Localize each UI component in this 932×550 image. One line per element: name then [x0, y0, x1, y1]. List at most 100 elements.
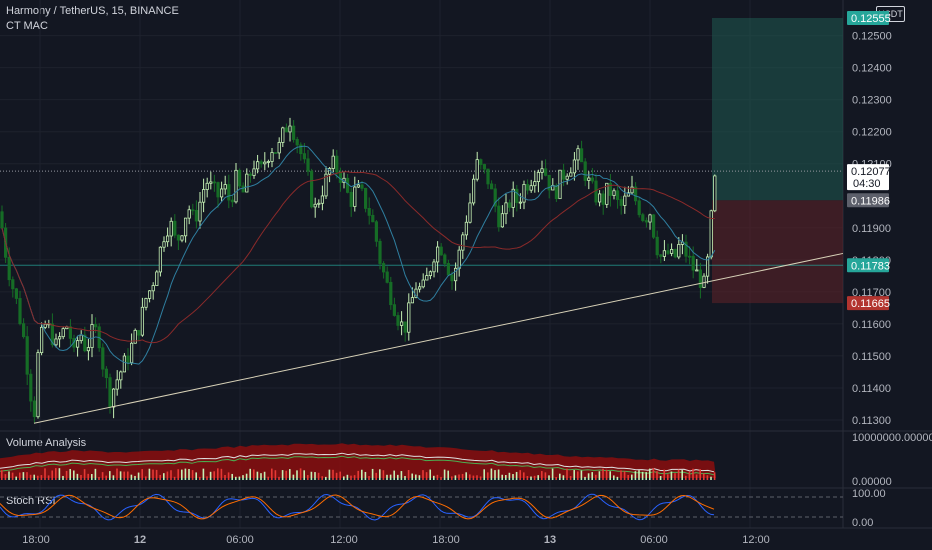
candle-body	[212, 181, 216, 184]
volume-bar	[26, 472, 28, 480]
indicator-label[interactable]: CT MAC	[6, 20, 48, 32]
volume-bar	[220, 468, 223, 480]
price-tag-bg	[847, 164, 889, 191]
volume-bar	[476, 475, 478, 480]
volume-bar	[497, 469, 500, 480]
volume-bar	[73, 470, 75, 480]
stoch-k-line	[0, 493, 715, 521]
volume-bar	[213, 471, 215, 480]
volume-bar	[29, 474, 32, 480]
candle-body	[630, 186, 634, 194]
volume-bar	[620, 470, 622, 480]
volume-bar	[681, 470, 683, 480]
volume-bar	[353, 475, 356, 480]
candle-body	[234, 169, 238, 203]
stoch-d-line	[0, 494, 715, 520]
volume-bar	[364, 471, 367, 480]
candle-body	[608, 182, 613, 196]
volume-bar	[51, 470, 53, 480]
stoch-pane[interactable]: 100.00 0.00	[0, 488, 886, 529]
volume-bar	[19, 472, 21, 480]
candle-body	[554, 185, 559, 200]
target-zone[interactable]	[712, 18, 843, 201]
volume-bar	[317, 472, 320, 480]
volume-bar	[83, 469, 86, 480]
ma-fast-line[interactable]	[1, 145, 716, 365]
volume-bar	[595, 474, 597, 480]
price-axis[interactable]: 0.125000.124000.123000.122000.121000.119…	[852, 31, 892, 427]
volume-bar	[494, 470, 496, 480]
price-tag-bg	[847, 11, 889, 25]
symbol-title[interactable]: Harmony / TetherUS, 15, BINANCE	[6, 5, 179, 17]
volume-bar	[447, 470, 449, 480]
candle-body	[374, 221, 379, 242]
volume-pane-title[interactable]: Volume Analysis	[6, 437, 87, 449]
volume-bar	[407, 470, 410, 480]
candle-body	[572, 159, 577, 174]
volume-bar	[487, 472, 489, 480]
candle-body	[18, 298, 22, 325]
candle-body	[507, 202, 512, 208]
volume-bar	[177, 469, 179, 480]
volume-bar	[670, 471, 673, 480]
trendline[interactable]	[33, 252, 844, 424]
time-axis-label: 06:00	[226, 534, 254, 546]
stoch-pane-title[interactable]: Stoch RSI	[6, 495, 56, 507]
candle-body	[515, 188, 519, 203]
ma-slow-line[interactable]	[1, 171, 715, 344]
candle-body	[612, 190, 616, 196]
candle-body	[443, 254, 447, 264]
candle-body	[399, 321, 404, 326]
volume-bar	[361, 469, 363, 480]
volume-bar	[508, 472, 511, 480]
volume-bar	[206, 476, 208, 480]
candle-body	[198, 201, 202, 222]
price-tag-label: 0.12555	[851, 13, 891, 25]
volume-bar	[418, 475, 421, 480]
price-tag: 0.11986	[847, 193, 890, 208]
candle-body	[338, 171, 343, 183]
volume-bar	[652, 468, 655, 480]
candle-body	[108, 377, 112, 408]
candle-body	[291, 125, 296, 140]
candle-body	[112, 388, 116, 408]
volume-bar	[613, 475, 615, 480]
candle-body	[86, 347, 90, 352]
volume-bar	[166, 471, 169, 480]
stop-zone[interactable]	[712, 200, 843, 304]
volume-bar	[289, 469, 291, 480]
volume-bar	[80, 474, 82, 480]
candle-body	[345, 177, 350, 193]
volume-bar	[649, 468, 651, 480]
volume-bar	[155, 469, 158, 480]
candle-body	[569, 172, 573, 177]
price-axis-label: 0.11900	[852, 223, 891, 235]
candle-body	[129, 342, 134, 363]
candle-body	[471, 178, 476, 204]
volume-bar	[667, 474, 669, 480]
price-tag-bg	[847, 258, 889, 273]
volume-bar	[379, 469, 381, 480]
volume-bar	[278, 476, 280, 480]
volume-bar	[332, 469, 334, 480]
candle-body	[223, 184, 227, 190]
candle-body	[439, 246, 443, 256]
candle-body	[119, 371, 123, 381]
candle-body	[457, 249, 461, 269]
candle-body	[180, 235, 184, 241]
candle-body	[360, 184, 364, 189]
time-axis[interactable]: 18:00 12 06:00 12:00 18:00 13 06:00 12:00	[22, 534, 770, 546]
volume-bar	[350, 475, 352, 480]
volume-pane[interactable]: 10000000.00000 0.00000	[0, 432, 932, 488]
candle-body	[670, 248, 674, 254]
volume-bar	[11, 472, 14, 480]
volume-bar	[307, 475, 309, 480]
volume-bar	[695, 474, 698, 480]
candle-body	[598, 193, 602, 203]
candle-body	[518, 201, 523, 204]
volume-bar	[526, 476, 529, 480]
candle-body	[104, 368, 108, 379]
volume-bar	[472, 475, 475, 480]
candle-body	[266, 161, 271, 163]
